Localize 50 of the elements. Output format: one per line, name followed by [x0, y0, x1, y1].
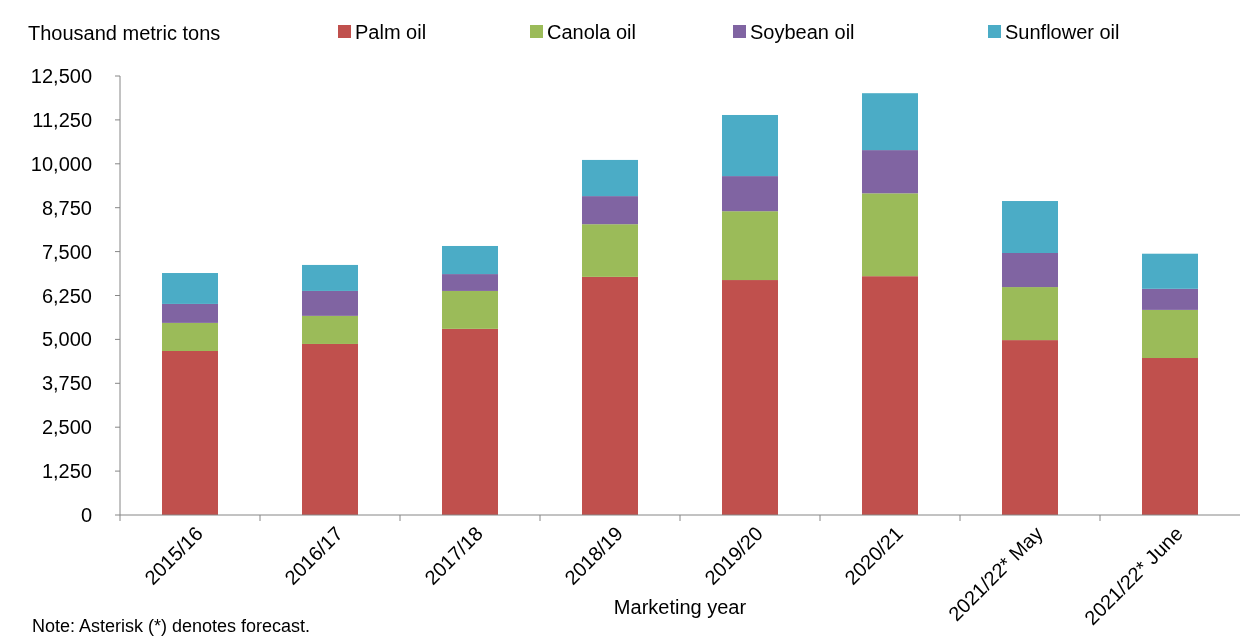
y-tick-label: 2,500 — [41, 416, 92, 439]
y-tick-label: 6,250 — [41, 284, 92, 307]
legend-label: Sunflower oil — [1005, 21, 1120, 43]
bar — [1002, 340, 1058, 515]
x-axis-title: Marketing year — [613, 596, 747, 618]
y-tick-label: 1,250 — [41, 460, 92, 483]
bar — [582, 224, 638, 277]
legend-label: Canola oil — [547, 21, 636, 43]
bar — [442, 245, 498, 275]
bar — [1142, 253, 1198, 289]
bar — [722, 211, 778, 281]
bar — [582, 159, 638, 197]
y-tick-label: 5,000 — [41, 328, 92, 351]
bar — [722, 176, 778, 212]
bar — [302, 343, 358, 515]
bar — [1002, 201, 1058, 253]
bar — [442, 274, 498, 291]
bar — [862, 150, 918, 194]
bar — [722, 280, 778, 515]
bar — [1142, 309, 1198, 359]
legend-label: Palm oil — [355, 21, 427, 43]
y-axis-title: Thousand metric tons — [28, 22, 221, 44]
text: Note: Asterisk (*) denotes forecast. — [32, 616, 311, 636]
y-tick-label: 7,500 — [41, 240, 92, 263]
y-tick-label: 3,750 — [41, 372, 92, 395]
bar — [442, 328, 498, 515]
bar — [722, 114, 778, 177]
y-tick-label: 0 — [80, 504, 92, 526]
y-tick-label: 12,500 — [30, 65, 92, 87]
bar — [302, 264, 358, 291]
bar — [1002, 287, 1058, 341]
bar — [162, 322, 218, 351]
bar — [862, 193, 918, 277]
y-tick-label: 8,750 — [41, 196, 92, 219]
bar — [162, 273, 218, 304]
bar — [582, 276, 638, 515]
bar — [1002, 253, 1058, 288]
bar — [302, 315, 358, 344]
bar — [862, 93, 918, 151]
y-tick-label: 10,000 — [30, 152, 92, 175]
bar — [302, 290, 358, 316]
y-tick-label: 11,250 — [32, 108, 92, 131]
bar — [862, 276, 918, 515]
bar — [442, 290, 498, 329]
bar — [162, 303, 218, 323]
bar — [162, 350, 218, 515]
bar — [582, 196, 638, 225]
legend-label: Soybean oil — [750, 21, 855, 43]
bar — [1142, 288, 1198, 310]
bar — [1142, 358, 1198, 515]
